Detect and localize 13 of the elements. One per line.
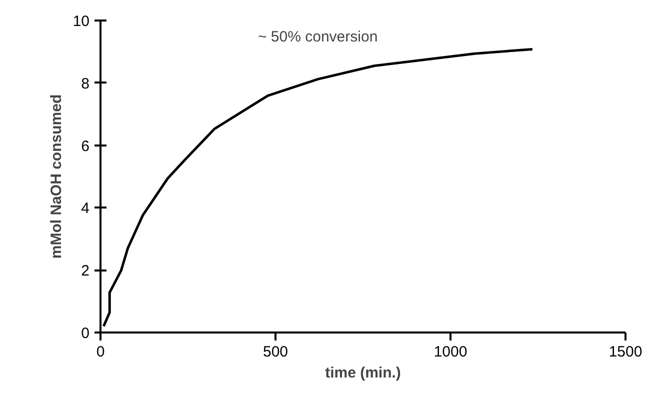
x-tick-label: 0 xyxy=(96,344,105,360)
y-tick-label: 2 xyxy=(81,262,90,280)
annotation: ~ 50% conversion xyxy=(258,28,378,46)
y-axis-title: mMol NaOH consumed xyxy=(48,94,65,259)
x-tick-label: 1500 xyxy=(608,344,642,360)
y-tick-label: 0 xyxy=(81,325,90,342)
y-tick-label: 8 xyxy=(81,75,90,92)
y-tick-label: 10 xyxy=(72,13,90,30)
x-tick-label: 500 xyxy=(262,344,288,360)
y-tick-label: 4 xyxy=(81,200,90,218)
x-tick-label: 1000 xyxy=(434,344,468,360)
y-tick-label: 6 xyxy=(81,138,90,155)
x-axis-title: time (min.) xyxy=(325,364,401,382)
